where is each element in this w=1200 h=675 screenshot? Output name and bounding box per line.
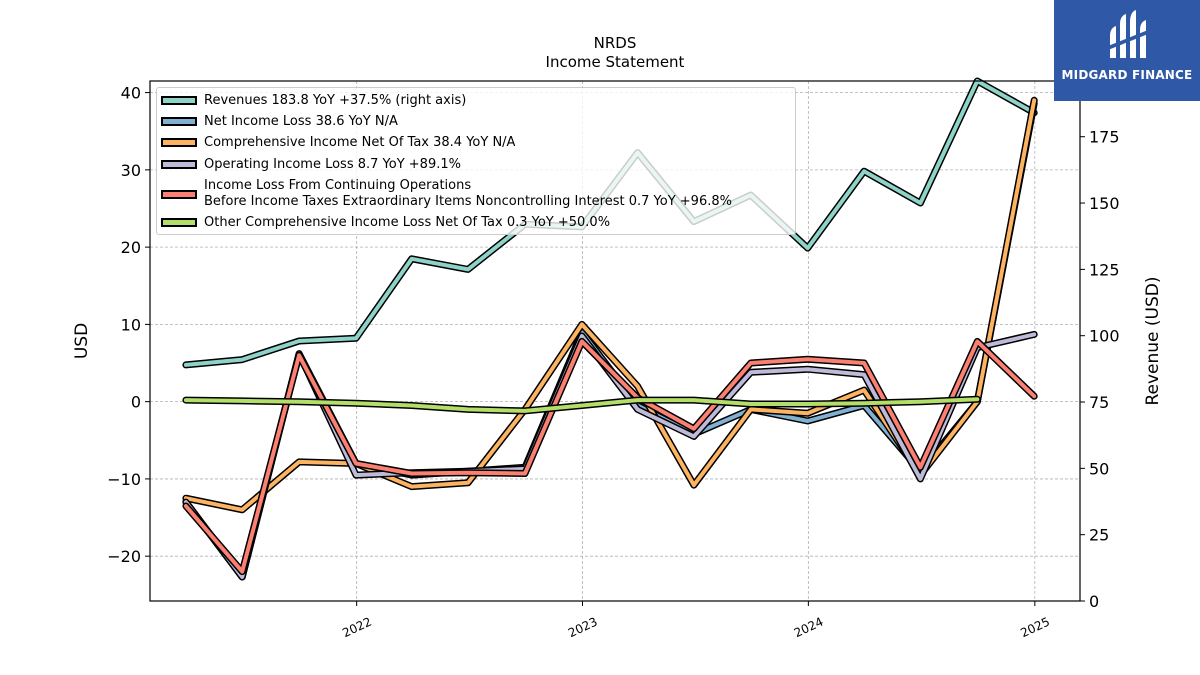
legend-label-net-income: Net Income Loss 38.6 YoY N/A [204, 114, 398, 129]
right-tick-label: 150 [1089, 194, 1120, 213]
legend-swatch-comprehensive-income [161, 138, 197, 147]
right-axis: 0 25 50 75 100 125 150 175 [1080, 128, 1120, 611]
legend-label-pretax-income-line1: Income Loss From Continuing Operations [204, 178, 472, 193]
left-tick-label: 20 [121, 238, 141, 257]
series-line-income-loss-from-continuing-operations-b [183, 339, 1037, 574]
left-tick-label: 40 [121, 84, 141, 103]
left-axis: −20 −10 0 10 20 30 40 [107, 84, 150, 566]
right-tick-label: 50 [1089, 459, 1109, 478]
midgard-finance-logo: MIDGARD FINANCE [1054, 0, 1200, 101]
chart-subtitle: Income Statement [546, 53, 685, 71]
legend-swatch-net-income [161, 117, 197, 126]
right-tick-label: 125 [1089, 260, 1120, 279]
logo-text: MIDGARD FINANCE [1061, 68, 1193, 82]
legend-label-operating-income: Operating Income Loss 8.7 YoY +89.1% [204, 157, 461, 172]
left-axis-label: USD [72, 323, 92, 359]
left-tick-label: 30 [121, 161, 141, 180]
legend-label-comprehensive-income: Comprehensive Income Net Of Tax 38.4 YoY… [204, 135, 516, 150]
plot-frame [149, 80, 1081, 602]
x-tick-label: 2023 [566, 615, 600, 641]
left-tick-label: 0 [131, 393, 141, 412]
x-tick-label: 2025 [1018, 615, 1052, 641]
left-tick-label: −10 [107, 470, 141, 489]
left-tick-label: 10 [121, 315, 141, 334]
right-tick-label: 25 [1089, 526, 1109, 545]
x-axis: 2022 2023 2024 2025 [340, 601, 1052, 640]
legend-swatch-operating-income [161, 160, 197, 169]
chart-title: NRDS [594, 34, 637, 52]
logo-mark-icon [1108, 10, 1148, 58]
series-line-other-comprehensive-income-loss-net-of-t [183, 397, 980, 413]
left-tick-label: −20 [107, 547, 141, 566]
legend-label-other-comprehensive: Other Comprehensive Income Loss Net Of T… [204, 215, 611, 230]
right-tick-label: 100 [1089, 327, 1120, 346]
legend: Revenues 183.8 YoY +37.5% (right axis) N… [156, 87, 796, 235]
legend-label-revenues: Revenues 183.8 YoY +37.5% (right axis) [204, 93, 467, 108]
right-axis-label: Revenue (USD) [1143, 276, 1163, 405]
legend-label-pretax-income-line2: Before Income Taxes Extraordinary Items … [204, 194, 732, 209]
right-tick-label: 75 [1089, 393, 1109, 412]
x-tick-label: 2024 [792, 615, 826, 641]
legend-swatch-revenues [161, 96, 197, 105]
right-tick-label: 175 [1089, 128, 1120, 147]
legend-swatch-pretax-income [161, 190, 197, 199]
legend-swatch-other-comprehensive [161, 218, 197, 227]
right-tick-label: 0 [1089, 592, 1099, 611]
x-tick-label: 2022 [340, 615, 374, 641]
